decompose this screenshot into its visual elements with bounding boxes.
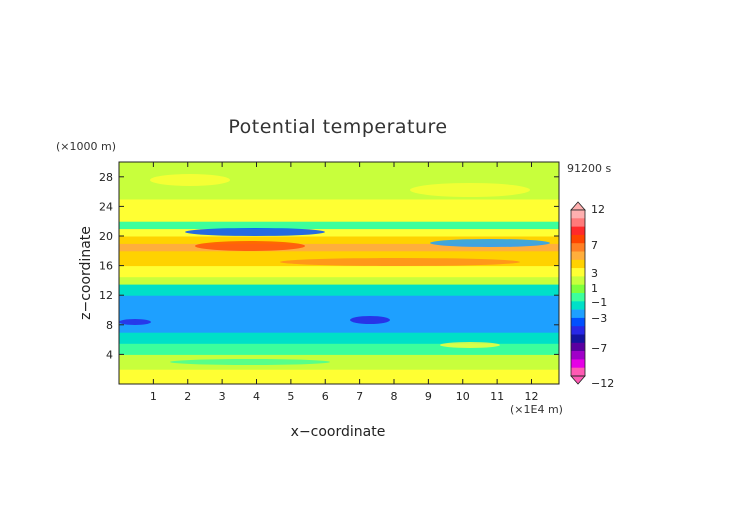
band-11 xyxy=(119,228,559,237)
x-tick-label-10: 11 xyxy=(490,390,504,403)
y-axis-ticks: 4 8 12 16 20 24 28 xyxy=(99,171,559,361)
colorbar-top-arrow xyxy=(570,201,586,211)
band-1 xyxy=(119,354,559,370)
band-7 xyxy=(119,265,559,278)
colorbar-swatch-18 xyxy=(571,359,585,368)
colorbar-swatch-8 xyxy=(571,276,585,285)
x-tick-label-3: 4 xyxy=(253,390,260,403)
x-tick-label-9: 10 xyxy=(456,390,470,403)
band-3 xyxy=(119,332,559,344)
time-label: 91200 s xyxy=(567,162,611,175)
x-unit-label: (×1E4 m) xyxy=(510,403,563,416)
feature-dark-blue-blob xyxy=(350,316,390,324)
colorbar-swatch-3 xyxy=(571,234,585,244)
colorbar-swatch-11 xyxy=(571,301,585,310)
y-tick-label-6: 28 xyxy=(99,171,113,184)
colorbar-label-2: 3 xyxy=(591,267,598,280)
x-axis-title: x−coordinate xyxy=(291,424,386,440)
x-tick-label-2: 3 xyxy=(219,390,226,403)
colorbar: 12 7 3 1−1 −3 −7 −12 xyxy=(570,201,614,390)
x-tick-label-8: 9 xyxy=(425,390,432,403)
feature-yellow-lower xyxy=(440,342,500,348)
colorbar-label-6: −7 xyxy=(591,342,607,355)
colorbar-label-5: −3 xyxy=(591,312,607,325)
y-tick-label-0: 4 xyxy=(106,348,113,361)
band-4 xyxy=(119,295,559,333)
y-axis-title: z−coordinate xyxy=(78,226,94,320)
colorbar-swatch-6 xyxy=(571,259,585,269)
band-9 xyxy=(119,243,559,252)
band-0 xyxy=(119,369,559,384)
feature-blue-core-upper xyxy=(185,228,325,236)
band-10 xyxy=(119,236,559,244)
colorbar-swatch-13 xyxy=(571,317,585,327)
colorbar-label-4: −1 xyxy=(591,296,607,309)
colorbar-swatch-12 xyxy=(571,309,585,319)
feature-red-core xyxy=(195,241,305,251)
band-2 xyxy=(119,343,559,355)
colorbar-swatch-0 xyxy=(571,210,585,219)
feature-orange-ridge xyxy=(280,258,520,266)
colorbar-swatch-16 xyxy=(571,342,585,352)
colorbar-swatch-1 xyxy=(571,218,585,227)
y-unit-label: (×1000 m) xyxy=(56,140,116,153)
colorbar-swatch-15 xyxy=(571,334,585,344)
colorbar-swatch-19 xyxy=(571,367,585,377)
band-12 xyxy=(119,221,559,230)
band-6 xyxy=(119,276,559,285)
colorbar-swatch-9 xyxy=(571,284,585,294)
colorbar-label-3: 1 xyxy=(591,282,598,295)
band-13 xyxy=(119,199,559,222)
colorbar-swatch-7 xyxy=(571,268,585,277)
colorbar-label-7: −12 xyxy=(591,377,614,390)
colorbar-bottom-arrow xyxy=(570,375,586,385)
colorbar-swatch-10 xyxy=(571,293,585,302)
colorbar-swatch-14 xyxy=(571,326,585,335)
plot-area xyxy=(119,162,559,384)
y-tick-label-4: 20 xyxy=(99,230,113,243)
y-tick-label-1: 8 xyxy=(106,319,113,332)
x-tick-label-6: 7 xyxy=(356,390,363,403)
temperature-features xyxy=(119,174,550,365)
y-tick-label-5: 24 xyxy=(99,200,113,213)
x-tick-label-4: 5 xyxy=(287,390,294,403)
colorbar-label-1: 7 xyxy=(591,239,598,252)
feature-yellow-patch-right xyxy=(410,183,530,197)
colorbar-swatch-17 xyxy=(571,351,585,360)
y-tick-label-2: 12 xyxy=(99,289,113,302)
y-tick-label-3: 16 xyxy=(99,260,113,273)
chart-title: Potential temperature xyxy=(228,116,447,138)
x-tick-label-7: 8 xyxy=(391,390,398,403)
colorbar-label-0: 12 xyxy=(591,203,605,216)
feature-cyan-lower xyxy=(170,359,330,365)
x-tick-label-11: 12 xyxy=(525,390,539,403)
x-tick-label-0: 1 xyxy=(150,390,157,403)
colorbar-swatch-5 xyxy=(571,251,585,261)
feature-yellow-patch-upper xyxy=(150,174,230,186)
plot-frame xyxy=(118,161,560,385)
colorbar-swatch-4 xyxy=(571,243,585,252)
x-axis-ticks: 1 2 3 4 5 6 7 8 9 10 11 12 xyxy=(150,162,539,403)
x-tick-label-5: 6 xyxy=(322,390,329,403)
band-5 xyxy=(119,284,559,296)
colorbar-frame xyxy=(570,209,586,377)
feature-blue-core-right xyxy=(430,239,550,247)
x-tick-label-1: 2 xyxy=(184,390,191,403)
colorbar-swatch-2 xyxy=(571,226,585,236)
feature-dark-blue-left xyxy=(119,319,151,325)
